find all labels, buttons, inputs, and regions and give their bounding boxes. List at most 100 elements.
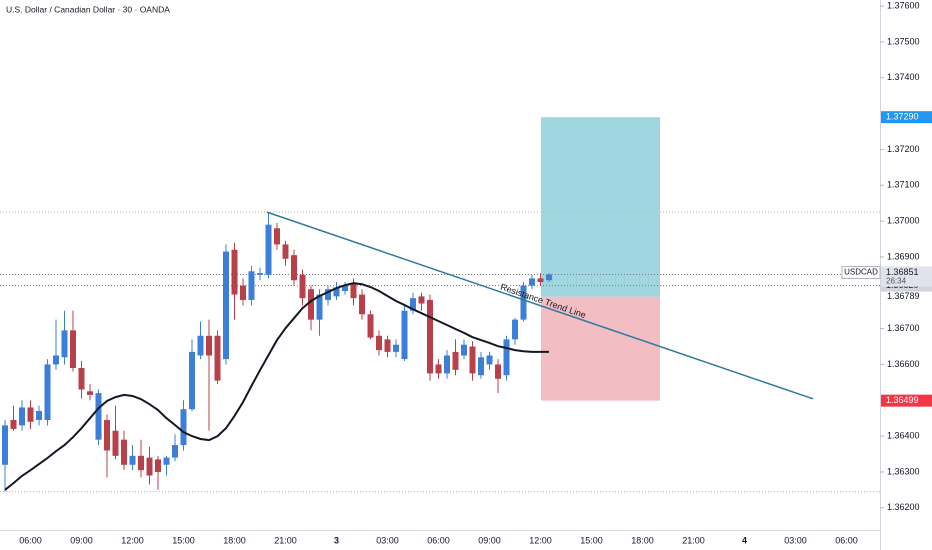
stop-price-label-box	[881, 394, 932, 407]
x-tick-label: 15:00	[580, 535, 603, 545]
candle-body	[240, 285, 246, 300]
stop-zone	[541, 296, 660, 401]
candle-body	[367, 314, 374, 338]
candle-body	[333, 287, 340, 297]
candle-body	[418, 296, 425, 304]
candle-body	[87, 391, 93, 395]
x-tick-label: 21:00	[274, 535, 297, 545]
symbol-box	[841, 265, 881, 279]
x-tick-label: 15:00	[172, 535, 195, 545]
candle-body	[231, 249, 238, 295]
candle-body	[299, 274, 306, 299]
candle-body	[19, 407, 25, 426]
x-tick-label: 12:00	[529, 535, 552, 545]
candle-body	[410, 298, 416, 311]
candle-body	[189, 351, 195, 410]
candle-body	[155, 459, 161, 472]
candle-body	[265, 224, 272, 275]
candle-body	[461, 344, 467, 356]
last-price-box	[881, 266, 932, 287]
x-tick-label: 09:00	[478, 535, 501, 545]
candle-body	[95, 393, 102, 440]
x-tick-label: 3	[334, 535, 339, 545]
y-tick-label: 1.36400	[887, 430, 920, 440]
y-tick-label: 1.36600	[887, 359, 920, 369]
candle-body	[27, 407, 34, 422]
y-tick-label: 1.36900	[887, 251, 920, 261]
x-tick-label: 03:00	[376, 535, 399, 545]
y-tick-label: 1.36200	[887, 502, 920, 512]
entry-price-label: 1.36789	[887, 291, 920, 301]
candle-body	[138, 455, 144, 471]
candle-body	[452, 351, 459, 370]
plot-area: Resistance Trend Line	[0, 117, 880, 493]
candle-body	[104, 419, 110, 451]
candle-body	[308, 289, 314, 320]
candle-body	[376, 335, 382, 351]
candle-body	[53, 355, 59, 365]
x-tick-label: 18:00	[223, 535, 246, 545]
candle-body	[112, 430, 119, 456]
axes: 1.37600 1.37500 1.37400 1.37200 1.37100 1.370…	[19, 0, 932, 545]
candle-body	[78, 368, 85, 390]
stop-price-label: 1.36499	[886, 395, 919, 405]
y-tick-label: 1.37100	[887, 180, 920, 190]
y-tick-label: 1.37500	[887, 36, 920, 46]
candle-body	[206, 335, 212, 356]
candle-body	[129, 455, 136, 465]
x-tick-label: 21:00	[682, 535, 705, 545]
x-tick-label: 06:00	[835, 535, 858, 545]
candle-body	[223, 251, 229, 360]
candle-body	[486, 355, 493, 365]
candle-body	[342, 285, 348, 291]
candle-body	[529, 278, 535, 286]
candle-body	[248, 271, 255, 300]
candle-body	[384, 339, 391, 352]
candle-body	[44, 364, 51, 420]
candle-body	[214, 335, 221, 381]
candle-body	[520, 285, 527, 320]
candle-body	[274, 228, 280, 245]
candle-body	[163, 457, 170, 465]
candle-body	[172, 445, 178, 458]
candle-body	[546, 274, 552, 281]
x-tick-label: 18:00	[631, 535, 654, 545]
y-tick-label: 1.37200	[887, 144, 920, 154]
candle-body	[180, 409, 187, 446]
x-tick-label: 06:00	[427, 535, 450, 545]
trend-line	[266, 211, 814, 400]
chart-title: U.S. Dollar / Canadian Dollar · 30 · OAN…	[6, 4, 170, 14]
candle-body	[282, 244, 289, 259]
target-zone	[541, 117, 660, 297]
y-tick-label: 1.37600	[887, 0, 920, 10]
candle-body	[197, 335, 204, 356]
candle-body	[469, 346, 476, 374]
candle-body	[444, 355, 450, 374]
symbol-label: USDCAD	[844, 268, 878, 277]
y-tick-label: 1.36700	[887, 323, 920, 333]
target-price-label-box	[881, 111, 932, 124]
candle-body	[325, 289, 331, 300]
candle-body	[537, 278, 544, 283]
candle-body	[146, 457, 153, 476]
candle-body	[61, 330, 68, 358]
target-price-label: 1.37290	[886, 112, 919, 122]
x-tick-label: 09:00	[70, 535, 93, 545]
moving-average	[4, 282, 549, 491]
candle-body	[70, 330, 76, 369]
x-tick-label: 12:00	[121, 535, 144, 545]
candle-body	[10, 419, 17, 429]
candle-body	[401, 310, 408, 360]
candle-body	[36, 411, 42, 420]
candle-body	[495, 364, 501, 379]
candle-body	[478, 357, 484, 376]
y-tick-label: 1.36300	[887, 466, 920, 476]
candle-body	[291, 255, 297, 281]
candle-body	[512, 319, 518, 340]
x-tick-label: 03:00	[784, 535, 807, 545]
candle-body	[503, 339, 510, 376]
last-price-label: 1.36851	[886, 267, 919, 277]
candle-body	[359, 294, 365, 315]
